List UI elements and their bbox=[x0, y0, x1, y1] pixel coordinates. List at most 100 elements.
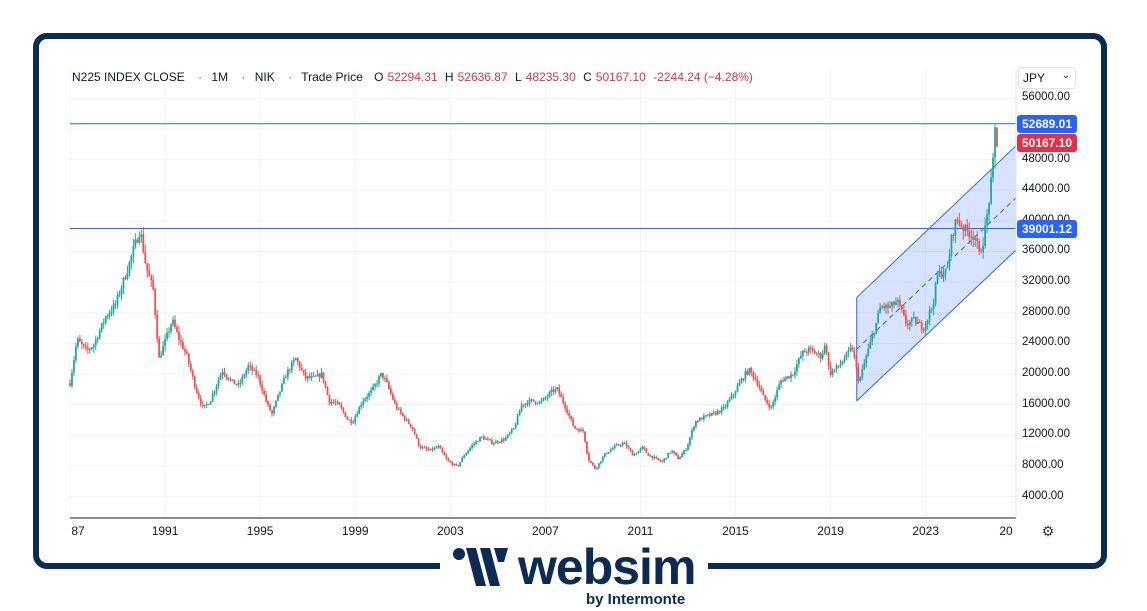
candle-body bbox=[154, 289, 157, 315]
candle-body bbox=[90, 347, 93, 350]
candle-body bbox=[283, 378, 285, 384]
candle-body bbox=[827, 352, 830, 366]
candle-body bbox=[859, 377, 862, 381]
candle-body bbox=[352, 422, 355, 424]
candle-body bbox=[748, 368, 751, 375]
chevron-down-icon: ⌄ bbox=[1061, 70, 1070, 81]
candle-body bbox=[750, 368, 753, 372]
candle-body bbox=[421, 447, 424, 449]
candle-body bbox=[427, 449, 430, 451]
candle-body bbox=[88, 349, 91, 351]
y-tick-label: 12000.00 bbox=[1022, 428, 1070, 441]
symbol-name: N225 INDEX CLOSE bbox=[72, 70, 185, 84]
x-tick-label: 1995 bbox=[246, 524, 274, 538]
brand-name: websim bbox=[518, 539, 696, 595]
candle-body bbox=[738, 382, 741, 387]
candle-body bbox=[562, 397, 565, 404]
candle-body bbox=[304, 372, 307, 379]
candle-body bbox=[770, 406, 773, 408]
candle-body bbox=[758, 384, 761, 388]
candle-body bbox=[693, 426, 695, 431]
candle-body bbox=[92, 345, 95, 348]
candle-body bbox=[296, 358, 299, 363]
candle-body bbox=[790, 374, 792, 379]
candle-body bbox=[306, 376, 309, 379]
candle-body bbox=[247, 365, 250, 371]
candle-body bbox=[411, 426, 414, 430]
candle-body bbox=[528, 399, 531, 405]
currency-select[interactable]: JPY ⌄ bbox=[1018, 67, 1076, 89]
candle-body bbox=[492, 443, 495, 445]
candle-body bbox=[768, 403, 771, 408]
candle-body bbox=[419, 445, 422, 449]
candle-body bbox=[245, 370, 248, 376]
candle-body bbox=[516, 415, 519, 425]
candle-body bbox=[865, 355, 868, 364]
candle-body bbox=[80, 341, 83, 345]
candle-body bbox=[475, 441, 477, 444]
candle-body bbox=[885, 304, 887, 308]
candle-body bbox=[679, 457, 681, 460]
candle-body bbox=[756, 379, 759, 385]
candle-body bbox=[387, 381, 390, 389]
candle-body bbox=[887, 304, 889, 308]
candle-body bbox=[471, 445, 473, 448]
candle-body bbox=[502, 439, 505, 441]
candle-body bbox=[237, 383, 240, 385]
y-tick-label: 24000.00 bbox=[1022, 336, 1070, 349]
candle-body bbox=[716, 410, 719, 415]
candle-body bbox=[336, 402, 339, 404]
candle-body bbox=[285, 377, 287, 379]
candle-body bbox=[821, 353, 824, 359]
card-frame bbox=[33, 33, 1107, 569]
candle-body bbox=[195, 387, 198, 393]
candle-body bbox=[847, 350, 850, 353]
candle-body bbox=[572, 419, 575, 427]
candle-body bbox=[138, 236, 141, 243]
candle-body bbox=[762, 390, 765, 395]
candle-body bbox=[857, 367, 860, 381]
y-tick-label: 48000.00 bbox=[1022, 152, 1070, 165]
candle-body bbox=[174, 319, 176, 328]
candle-body bbox=[845, 352, 848, 359]
candle-body bbox=[930, 308, 933, 311]
settings-gear-icon[interactable]: ⚙ bbox=[1041, 523, 1055, 539]
candle-body bbox=[445, 455, 448, 459]
candle-body bbox=[275, 400, 277, 407]
candle-body bbox=[401, 412, 404, 416]
candle-body bbox=[249, 365, 252, 367]
open-value: 52294.31 bbox=[387, 70, 438, 84]
candle-body bbox=[924, 323, 927, 331]
candle-body bbox=[990, 177, 992, 204]
candle-body bbox=[233, 379, 236, 385]
candle-body bbox=[84, 345, 87, 348]
candle-body bbox=[152, 279, 155, 290]
candle-body bbox=[942, 274, 945, 278]
candle-body bbox=[928, 310, 931, 320]
candle-body bbox=[669, 452, 672, 454]
candle-body bbox=[784, 378, 786, 382]
candle-body bbox=[809, 347, 812, 349]
candle-body bbox=[615, 444, 618, 446]
candle-body bbox=[873, 333, 876, 336]
candle-body bbox=[328, 394, 331, 404]
y-tick-label: 16000.00 bbox=[1022, 397, 1070, 410]
candle-body bbox=[683, 450, 685, 454]
candle-body bbox=[558, 387, 561, 394]
interval-label[interactable]: 1M bbox=[211, 70, 229, 84]
candle-body bbox=[952, 234, 955, 236]
candle-body bbox=[536, 403, 539, 405]
candle-body bbox=[518, 411, 521, 416]
candle-body bbox=[958, 220, 961, 225]
candle-body bbox=[740, 379, 743, 383]
candle-body bbox=[970, 236, 973, 238]
candle-body bbox=[766, 399, 769, 404]
candle-body bbox=[75, 346, 77, 360]
candle-body bbox=[150, 275, 153, 280]
x-tick-label: 87 bbox=[71, 524, 85, 538]
candle-body bbox=[574, 426, 576, 429]
x-tick-label: 2019 bbox=[817, 524, 844, 538]
candle-body bbox=[746, 371, 749, 375]
candle-body bbox=[399, 408, 402, 413]
